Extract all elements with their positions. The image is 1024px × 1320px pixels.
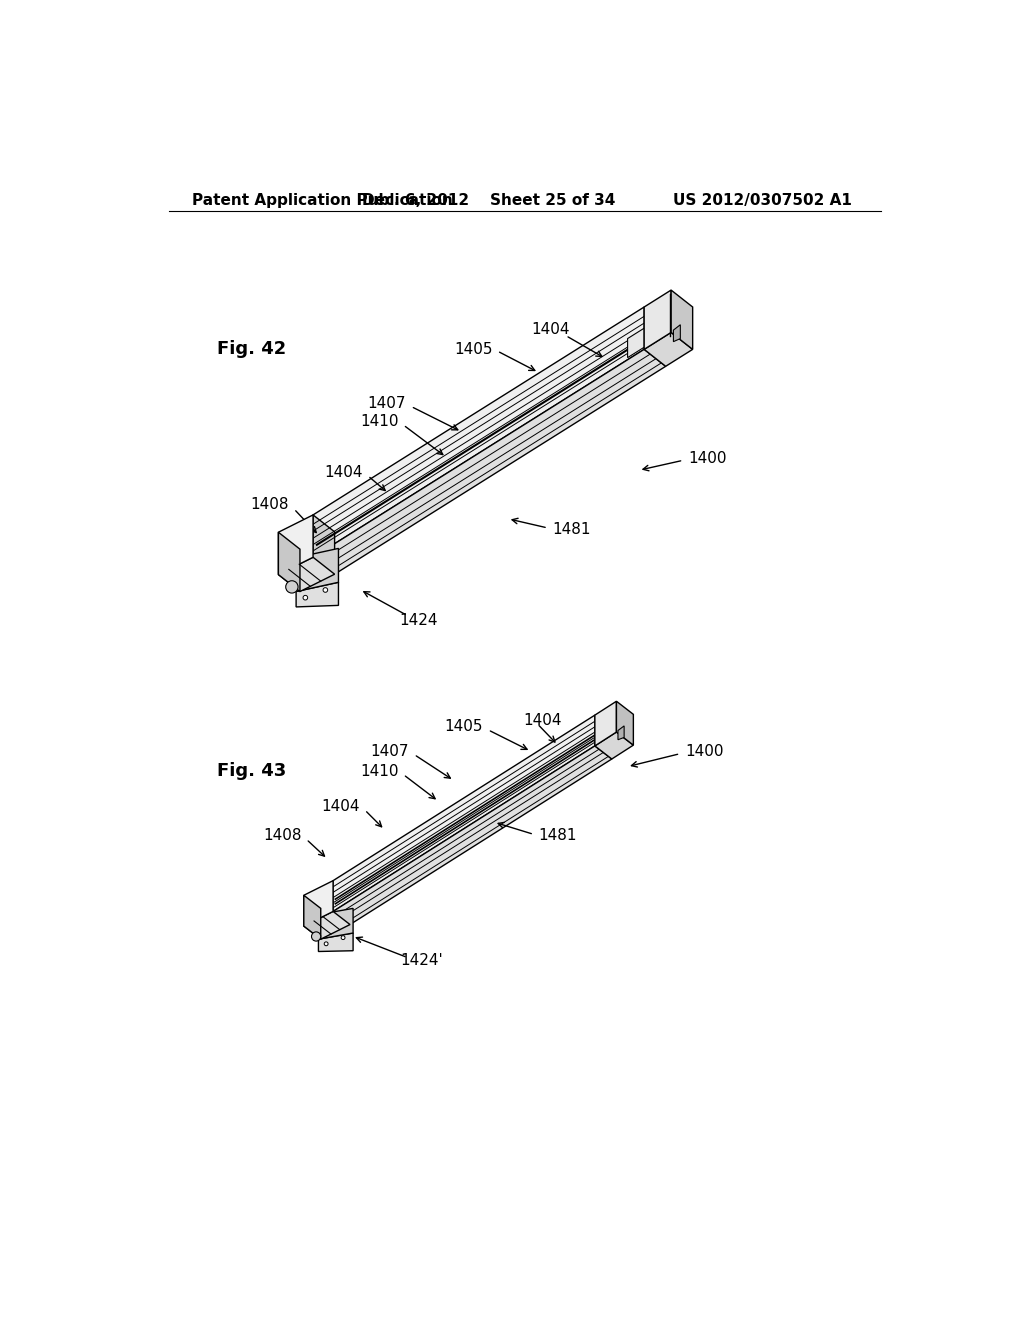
Polygon shape [595,701,616,746]
Polygon shape [296,582,339,607]
Text: 1410: 1410 [360,764,398,779]
Text: 1408: 1408 [263,829,301,843]
Text: 1424': 1424' [400,953,443,969]
Text: 1404: 1404 [523,713,562,729]
Text: 1481: 1481 [539,829,578,843]
Text: 1481: 1481 [553,521,591,537]
Circle shape [325,942,328,945]
Polygon shape [318,908,353,940]
Polygon shape [644,290,671,350]
Polygon shape [333,746,611,924]
Text: 1404: 1404 [322,799,360,814]
Text: 1400: 1400 [688,451,727,466]
Text: Dec. 6, 2012: Dec. 6, 2012 [361,193,469,209]
Text: 1424: 1424 [399,612,438,628]
Text: Fig. 43: Fig. 43 [217,762,286,780]
Text: Fig. 42: Fig. 42 [217,341,286,358]
Circle shape [323,587,328,593]
Text: US 2012/0307502 A1: US 2012/0307502 A1 [673,193,851,209]
Polygon shape [304,895,321,940]
Text: Patent Application Publication: Patent Application Publication [193,193,453,209]
Polygon shape [313,350,666,574]
Polygon shape [674,325,680,342]
Polygon shape [313,515,335,574]
Polygon shape [333,715,595,911]
Circle shape [341,936,345,940]
Polygon shape [304,880,333,927]
Polygon shape [279,557,335,591]
Circle shape [286,581,298,593]
Polygon shape [318,933,353,952]
Text: 1410: 1410 [360,414,398,429]
Polygon shape [617,726,625,739]
Text: 1404: 1404 [531,322,569,337]
Polygon shape [595,733,634,759]
Text: 1400: 1400 [685,743,724,759]
Polygon shape [671,290,692,350]
Text: 1405: 1405 [454,342,493,356]
Polygon shape [313,308,644,557]
Text: 1408: 1408 [251,498,289,512]
Polygon shape [296,548,339,591]
Circle shape [303,595,307,601]
Polygon shape [279,532,300,591]
Text: 1404: 1404 [325,465,364,480]
Polygon shape [628,329,644,358]
Circle shape [311,932,321,941]
Text: 1407: 1407 [371,743,410,759]
Polygon shape [616,701,634,744]
Text: 1405: 1405 [444,719,483,734]
Text: Sheet 25 of 34: Sheet 25 of 34 [489,193,615,209]
Polygon shape [644,333,692,367]
Text: 1407: 1407 [368,396,407,411]
Polygon shape [304,911,350,940]
Polygon shape [279,515,313,574]
